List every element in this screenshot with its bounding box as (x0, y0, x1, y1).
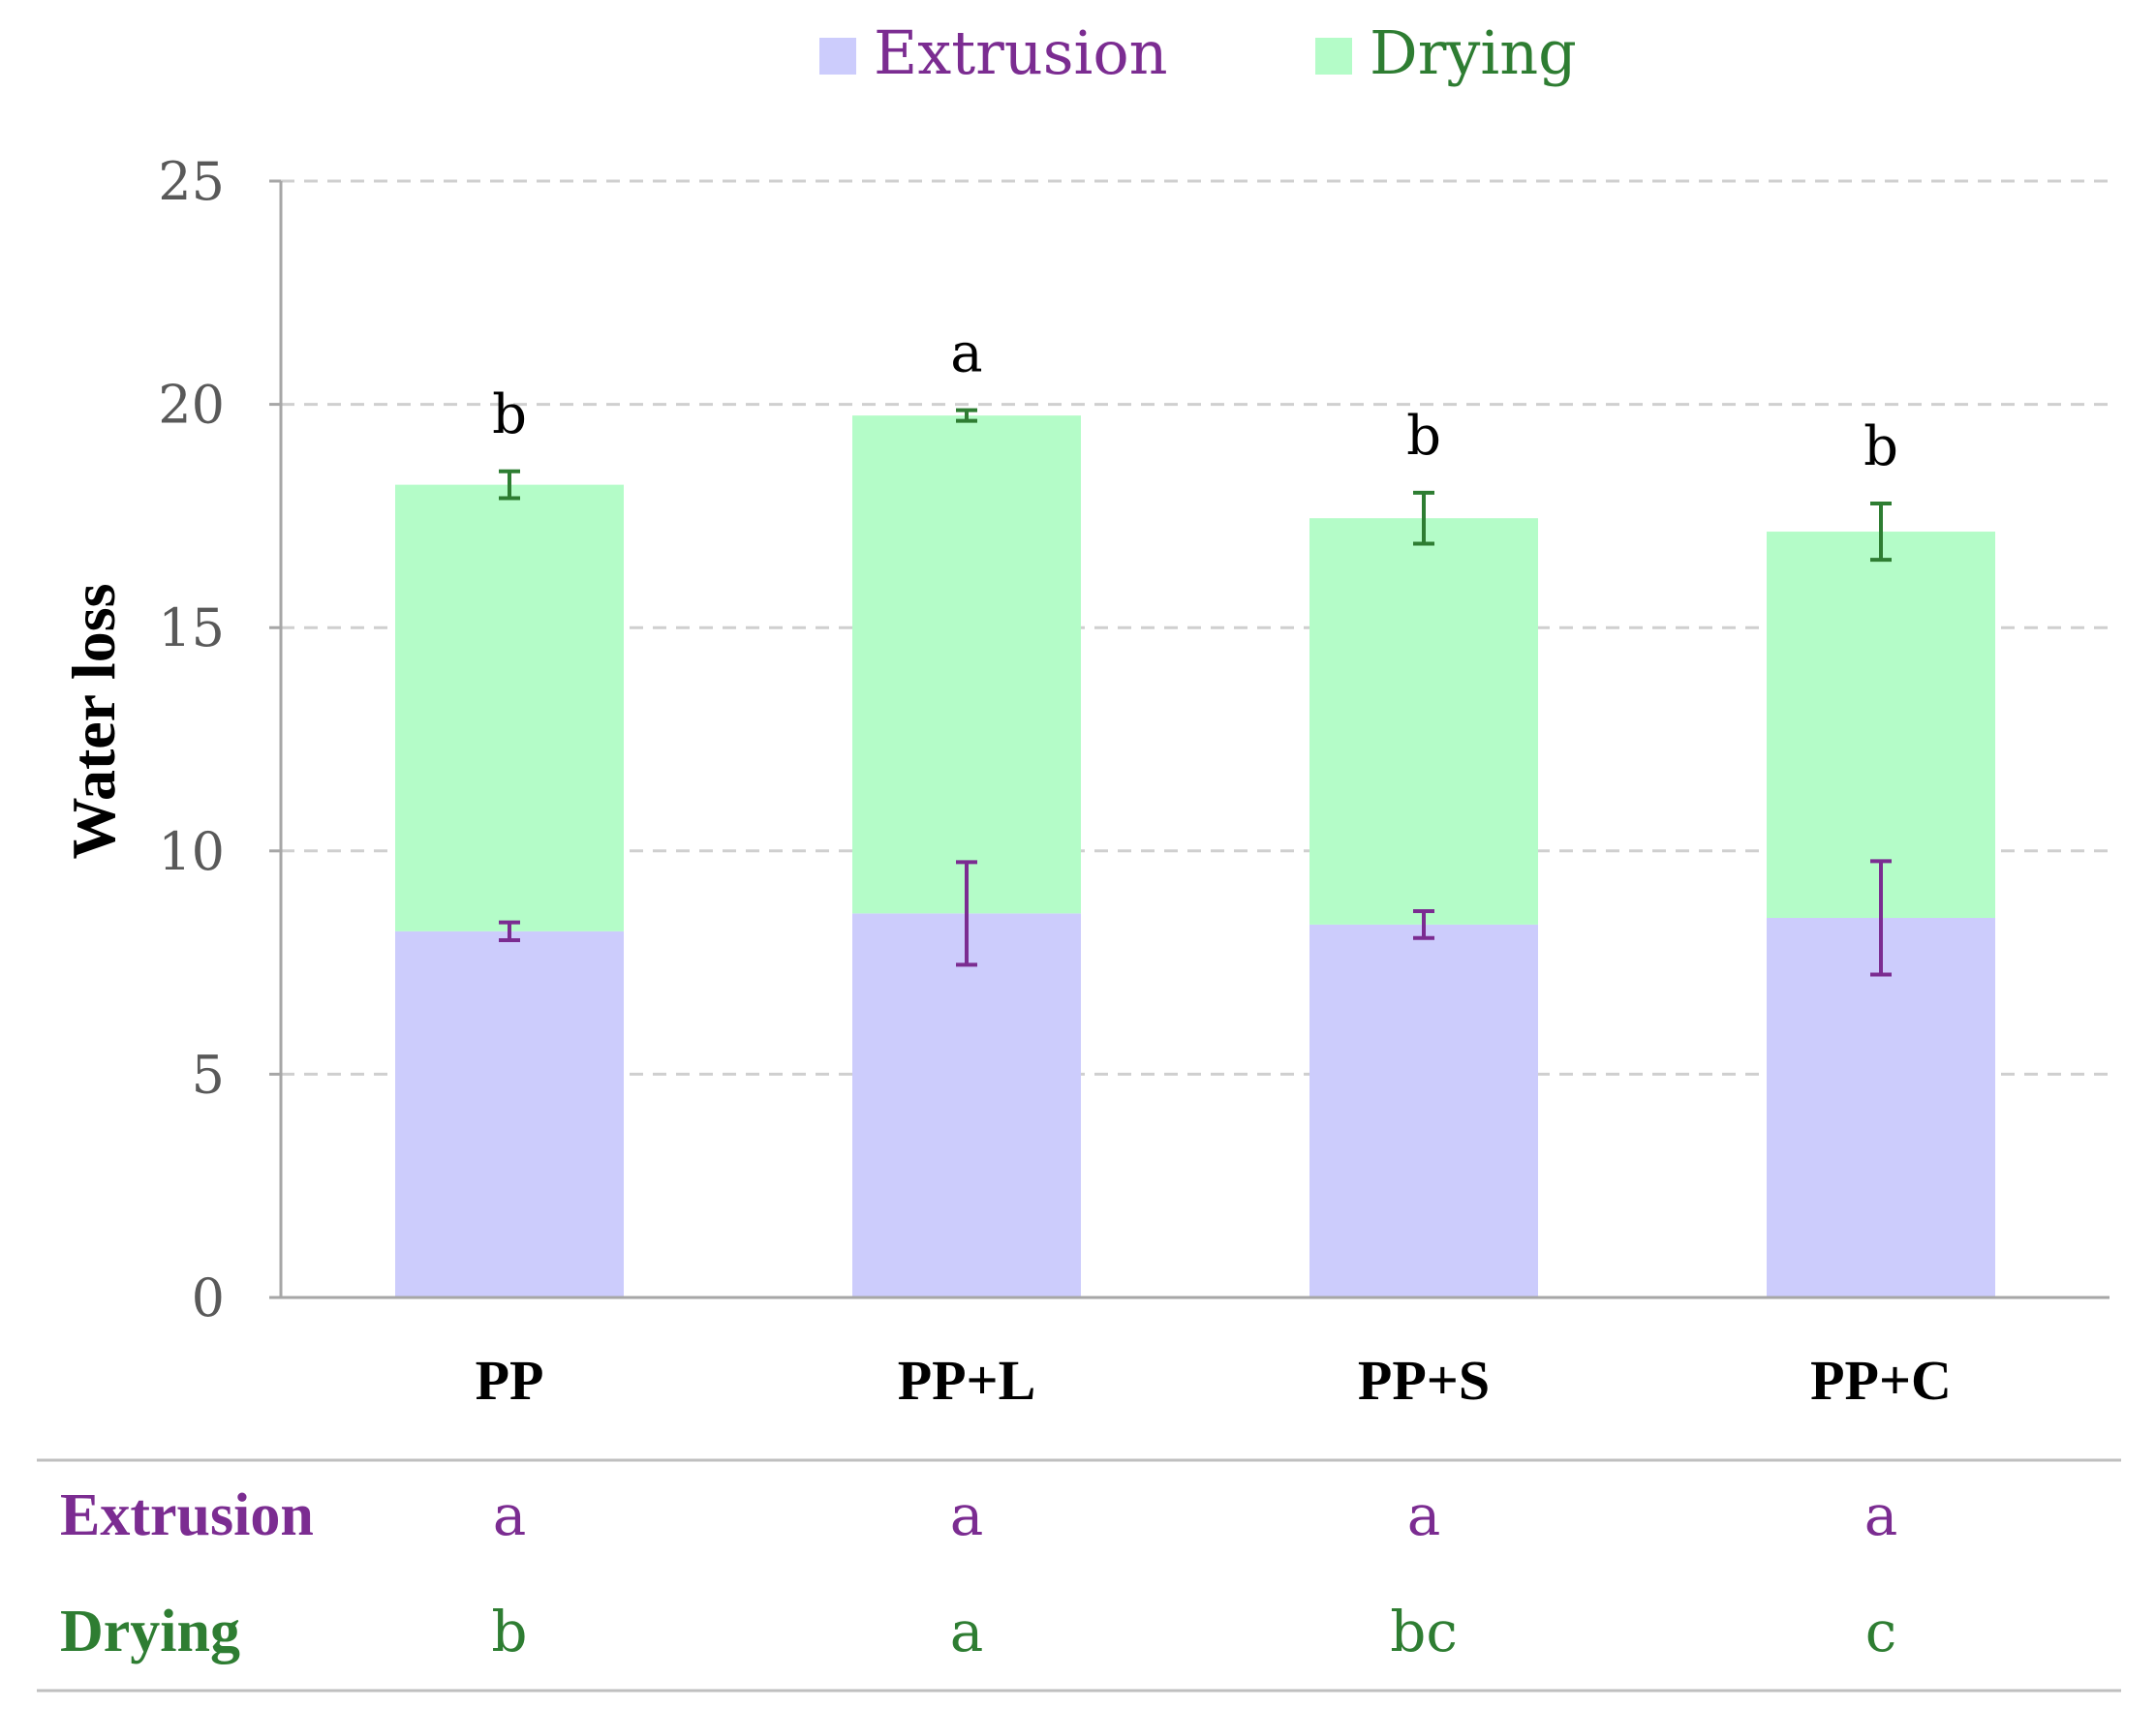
legend-swatch-drying (1315, 38, 1352, 75)
table-cell: b (491, 1599, 527, 1664)
error-bar-drying (499, 469, 520, 501)
error-bar-drying (1870, 501, 1892, 563)
x-category-label: PP+S (1358, 1349, 1490, 1412)
x-category-label: PP+C (1810, 1349, 1952, 1412)
bar-extrusion (1767, 917, 1995, 1297)
y-tick-label: 25 (158, 151, 225, 212)
legend: Extrusion Drying (819, 17, 1577, 88)
error-bar-drying (956, 408, 977, 423)
significance-letters: b a b b (492, 322, 1898, 478)
error-bar-extrusion (499, 920, 520, 943)
table-cell: a (1864, 1482, 1898, 1548)
legend-swatch-extrusion (819, 38, 856, 75)
y-tick-label: 0 (192, 1267, 225, 1328)
total-letter: b (1863, 415, 1898, 478)
table-row-label-extrusion: Extrusion (60, 1482, 314, 1548)
table-cell: a (950, 1599, 984, 1664)
legend-label-drying: Drying (1370, 17, 1577, 88)
y-tick-label: 10 (158, 821, 225, 882)
bar-drying (395, 484, 624, 931)
x-axis-categories: PP PP+L PP+S PP+C (476, 1349, 1952, 1412)
table-cell: a (950, 1482, 984, 1548)
bar-extrusion (395, 931, 624, 1297)
table-cell: bc (1390, 1599, 1458, 1664)
y-tick-label: 15 (158, 597, 225, 658)
y-axis-ticks: 0 5 10 15 20 25 (158, 151, 281, 1328)
error-bar-drying (1413, 490, 1434, 546)
y-tick-label: 5 (192, 1044, 225, 1105)
error-bars (499, 408, 1892, 977)
bars (395, 415, 1995, 1297)
axes (279, 181, 2110, 1299)
bar-drying (1767, 532, 1995, 918)
table-cell: a (1407, 1482, 1441, 1548)
table-cell: c (1865, 1599, 1896, 1664)
error-bar-extrusion (1870, 859, 1892, 977)
table-cell: a (493, 1482, 527, 1548)
y-axis-label: Water loss (59, 583, 128, 859)
bar-drying (1309, 518, 1538, 925)
error-bar-extrusion (956, 860, 977, 967)
total-letter: b (1406, 405, 1441, 468)
total-letter: a (950, 322, 982, 385)
table-row-label-drying: Drying (60, 1599, 240, 1664)
bar-extrusion (852, 913, 1081, 1297)
legend-label-extrusion: Extrusion (874, 17, 1168, 88)
total-letter: b (492, 383, 527, 446)
bar-drying (852, 415, 1081, 914)
x-category-label: PP+L (898, 1349, 1036, 1412)
error-bar-extrusion (1413, 909, 1434, 940)
y-tick-label: 20 (158, 375, 225, 436)
x-category-label: PP (476, 1349, 544, 1412)
bar-extrusion (1309, 924, 1538, 1297)
